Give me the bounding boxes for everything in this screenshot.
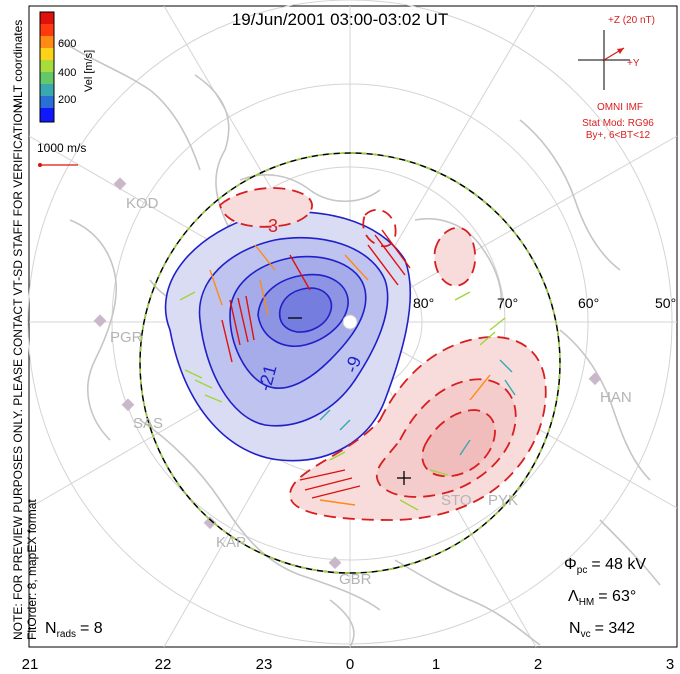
coordinates-label: MLT coordinates [11, 20, 25, 108]
station-labels: KOD PGR SAS KAP GBR STO PYK HAN [110, 195, 632, 588]
mlt-label-21: 21 [22, 656, 39, 673]
lat-label-80: 80° [413, 295, 434, 311]
lambda-hm: ΛHM = 63° [568, 588, 636, 608]
pole-marker [342, 314, 358, 330]
velocity-vectors [179, 229, 516, 511]
velocity-colorbar: 600 400 200 Vel [m/s] [39, 11, 95, 123]
mlt-label-3: 3 [666, 656, 674, 673]
colorbar-tick-600: 600 [58, 38, 76, 50]
lat-label-70: 70° [497, 295, 518, 311]
positive-potential-cell [218, 187, 547, 521]
negative-potential-cell [164, 211, 412, 462]
preview-note: NOTE: FOR PREVIEW PURPOSES ONLY. PLEASE … [11, 101, 25, 640]
latitude-labels: 80° 70° 60° 50° [413, 295, 676, 311]
station-pyk: PYK [488, 492, 518, 509]
potential-max-marker [397, 471, 411, 485]
mlt-label-22: 22 [155, 656, 172, 673]
colorbar-tick-400: 400 [58, 67, 76, 79]
station-kod: KOD [126, 195, 159, 212]
lat-label-50: 50° [655, 295, 676, 311]
colorbar-tick-200: 200 [58, 94, 76, 106]
fit-order-note: FitOrder: 8, mapEX format [25, 499, 39, 640]
station-han: HAN [600, 389, 632, 406]
contour-label-neg9: -9 [341, 353, 365, 375]
n-rads: Nrads = 8 [45, 620, 103, 640]
imf-z-label: +Z (20 nT) [608, 15, 655, 26]
reference-vector-label: 1000 m/s [37, 141, 86, 155]
station-kap: KAP [216, 534, 246, 551]
phi-pc: Φpc = 48 kV [564, 556, 646, 576]
mlt-label-23: 23 [256, 656, 273, 673]
station-pgr: PGR [110, 329, 143, 346]
imf-indicator: +Z (20 nT) +Y OMNI IMF Stat Mod: RG96 By… [578, 15, 655, 141]
station-sto: STO [441, 492, 472, 509]
colorbar-label: Vel [m/s] [83, 50, 95, 92]
imf-y-label: +Y [627, 58, 640, 69]
reference-vector: 1000 m/s [37, 141, 86, 167]
station-gbr: GBR [339, 571, 372, 588]
mlt-label-1: 1 [432, 656, 440, 673]
contour-label-pos3: 3 [268, 216, 278, 236]
stats-panel: Φpc = 48 kV ΛHM = 63° Nvc = 342 Nrads = 8 [45, 556, 646, 640]
mlt-label-0: 0 [346, 656, 354, 673]
station-sas: SAS [133, 415, 163, 432]
imf-source: OMNI IMF [597, 102, 643, 113]
map-title: 19/Jun/2001 03:00-03:02 UT [232, 10, 448, 29]
model-params: By+, 6<BT<12 [586, 130, 651, 141]
mlt-label-2: 2 [534, 656, 542, 673]
hm-boundary-dash [139, 152, 561, 574]
lat-label-60: 60° [578, 295, 599, 311]
mlt-axis-labels: 21 22 23 0 1 2 3 [22, 656, 675, 673]
n-vc: Nvc = 342 [569, 620, 635, 640]
stat-model: Stat Mod: RG96 [582, 118, 654, 129]
